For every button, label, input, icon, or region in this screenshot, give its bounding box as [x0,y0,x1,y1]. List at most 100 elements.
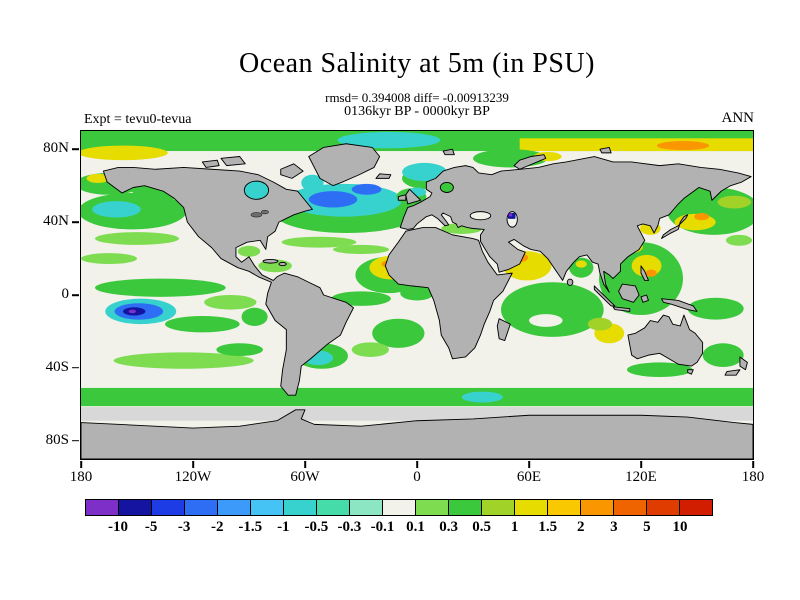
lon-tick-label: 180 [741,469,765,485]
greenland [308,143,381,187]
baltic-sea [439,182,454,193]
colorbar-label: -5 [144,519,158,535]
colorbar-cell [646,499,680,516]
colorbar-label: -0.1 [370,519,395,535]
svalbard [442,148,455,156]
colorbar-label: -3 [177,519,191,535]
colorbar-label: 3 [610,519,618,535]
stats-line: rmsd= 0.394008 diff= -0.00913239 [325,90,509,105]
colorbar-labels: -10 -5 -3 -2 -1.5 -1 -0.5 -0.3 -0.1 0.1 0.3 0.5 1 1.5… [85,519,713,539]
philippines [640,265,649,281]
colorbar-label: -0.3 [337,519,362,535]
lon-tick-label: 120E [625,469,657,485]
colorbar-cell [382,499,416,516]
colorbar-label: 2 [577,519,585,535]
experiment-label: Expt = tevu0-tevua [84,112,192,127]
colorbar-label: -0.5 [304,519,329,535]
eurasia [399,156,752,293]
new-zealand-south [724,369,741,376]
africa [384,227,513,360]
black-sea [469,211,492,221]
iceland [375,173,392,179]
canadian-archipelago-2 [201,159,220,168]
plot-title: Ocean Salinity at 5m (in PSU) [239,48,595,79]
colorbar-cell [514,499,548,516]
lon-tick-label: 60W [290,469,320,485]
lat-tick-label: 40S [45,359,69,376]
sumatra [593,285,616,307]
japan [661,214,689,239]
new-guinea [661,298,698,312]
colorbar-label: 1.5 [538,519,558,535]
baffin-island [280,163,304,179]
inland-seas [243,180,518,228]
lat-tick-label: 80N [43,140,69,157]
americas [102,166,354,396]
colorbar-label: -2 [210,519,224,535]
lon-tick-mark [640,461,642,468]
australia [627,314,704,367]
world-map [81,131,753,459]
lat-tick-mark [72,294,79,296]
colorbar-cell [448,499,482,516]
lat-tick-mark [72,439,79,442]
colorbar-cell [283,499,317,516]
colorbar-label: -10 [108,519,129,535]
colorbar-label: -1.5 [238,519,263,535]
lat-tick-mark [72,148,79,151]
colorbar-label: 0.5 [472,519,491,535]
severnaya-zemlya [599,146,612,154]
canadian-archipelago [220,156,246,167]
lat-tick-mark [72,221,79,223]
lat-tick-label: 0 [61,286,70,303]
colorbar-cell [679,499,713,516]
colorbar-cell [613,499,647,516]
lat-tick-mark [72,367,79,369]
lat-tick-label: 80S [45,431,69,448]
sri-lanka [566,278,574,286]
colorbar-label: 0.3 [439,519,458,535]
lon-tick-mark [416,461,418,468]
lon-tick-mark [304,461,306,468]
lon-tick-mark [80,461,82,468]
java [612,306,631,312]
colorbar-cell [85,499,119,516]
colorbar [85,499,713,516]
hudson-bay [243,180,270,200]
colorbar-label: 0.1 [406,519,425,535]
great-lakes [250,212,263,218]
period-line: 0136kyr BP - 0000kyr BP [344,104,490,119]
colorbar-cell [250,499,284,516]
colorbar-cell [118,499,152,516]
sulawesi [640,294,649,303]
lon-tick-label: 180 [69,469,93,485]
lon-tick-mark [528,461,530,468]
borneo [618,283,640,303]
lon-tick-label: 120W [174,469,212,485]
lon-tick-label: 0 [413,469,421,485]
colorbar-cell [580,499,614,516]
map-plot: 80N 40N 0 40S 80S 180 120W 60W 0 60E 120E 180 [43,130,764,485]
continents [81,143,753,459]
colorbar-cell [316,499,350,516]
colorbar-label: 10 [672,519,688,535]
novaya-zemlya [513,154,547,170]
ireland [397,194,407,201]
hispaniola [278,261,287,267]
madagascar [496,318,511,342]
colorbar-cell [547,499,581,516]
colorbar-label: 1 [510,519,519,535]
lon-tick-mark [752,461,754,468]
lon-tick-label: 60E [516,469,542,485]
salinity-anomaly-field [81,131,753,407]
lon-tick-mark [192,461,194,468]
colorbar-label: 5 [643,519,651,535]
tasmania [687,369,694,375]
caspian-anomaly-core [508,213,513,217]
colorbar-cell [481,499,515,516]
colorbar-label: -1 [277,519,290,535]
lat-tick-label: 40N [43,213,69,230]
cuba [262,259,279,264]
colorbar-cell [349,499,383,516]
